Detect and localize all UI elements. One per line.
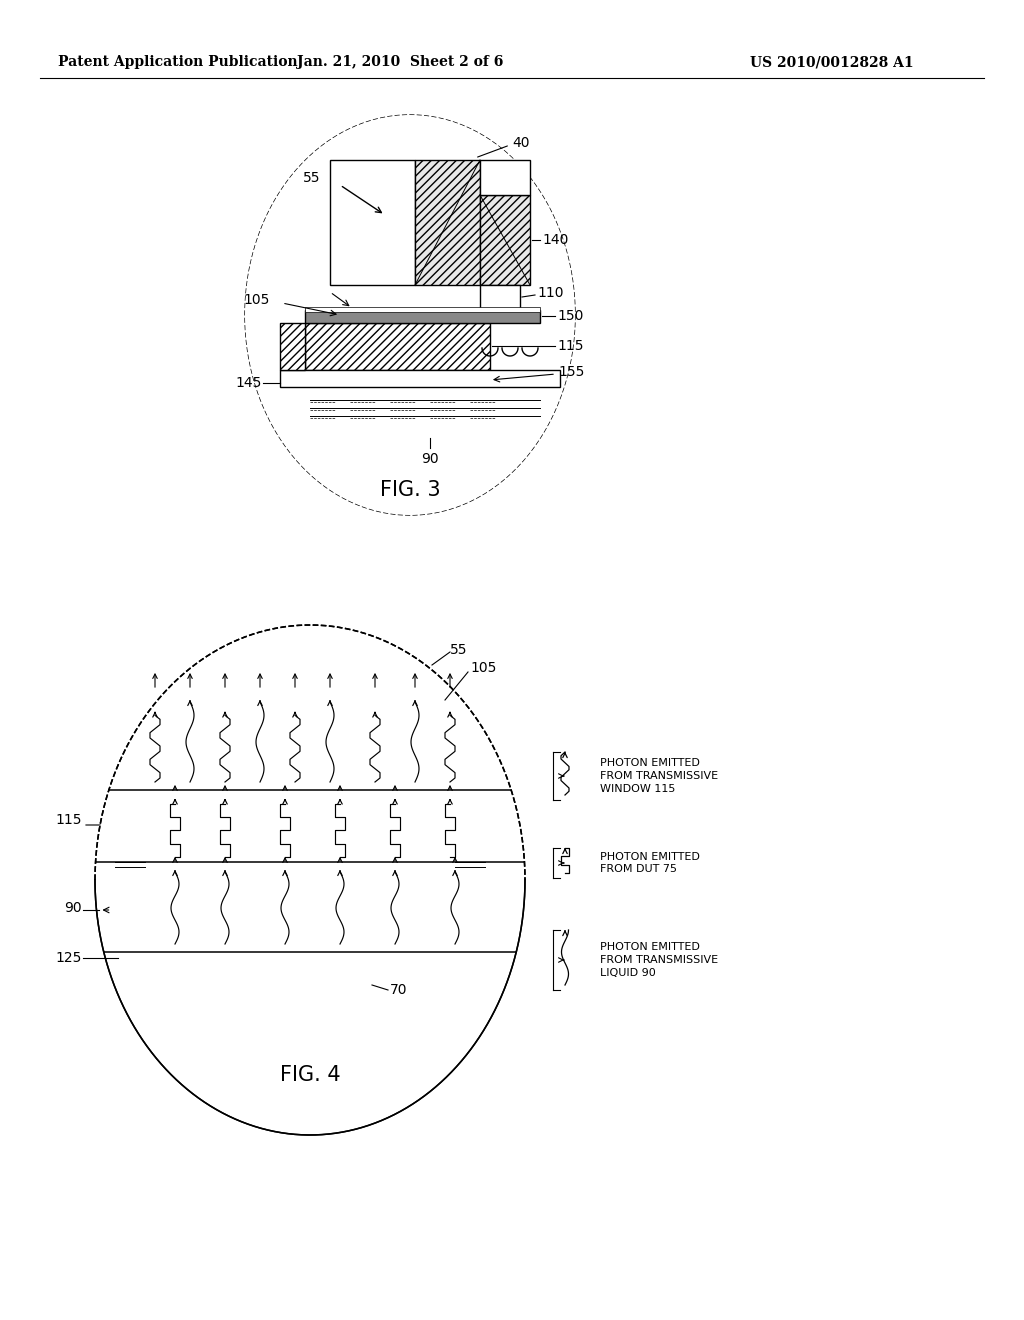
Text: 40: 40 bbox=[512, 136, 529, 150]
Text: 115: 115 bbox=[55, 813, 82, 828]
Text: 145: 145 bbox=[236, 376, 262, 389]
Text: 125: 125 bbox=[55, 950, 82, 965]
Polygon shape bbox=[103, 952, 516, 1135]
Ellipse shape bbox=[95, 624, 525, 1135]
Text: PHOTON EMITTED
FROM DUT 75: PHOTON EMITTED FROM DUT 75 bbox=[600, 851, 699, 874]
Text: 105: 105 bbox=[244, 293, 270, 308]
Text: 155: 155 bbox=[558, 366, 585, 379]
Polygon shape bbox=[305, 308, 540, 312]
Polygon shape bbox=[480, 195, 530, 285]
Text: 90: 90 bbox=[421, 451, 439, 466]
Text: FIG. 4: FIG. 4 bbox=[280, 1065, 340, 1085]
Polygon shape bbox=[415, 160, 480, 285]
Text: Patent Application Publication: Patent Application Publication bbox=[58, 55, 298, 69]
Text: 55: 55 bbox=[450, 643, 468, 657]
Text: 140: 140 bbox=[542, 234, 568, 247]
Polygon shape bbox=[480, 285, 520, 310]
Polygon shape bbox=[330, 160, 415, 285]
Text: 115: 115 bbox=[557, 339, 584, 352]
Text: PHOTON EMITTED
FROM TRANSMISSIVE
LIQUID 90: PHOTON EMITTED FROM TRANSMISSIVE LIQUID … bbox=[600, 942, 718, 978]
Text: 150: 150 bbox=[557, 309, 584, 323]
Ellipse shape bbox=[245, 115, 575, 515]
Text: 110: 110 bbox=[537, 286, 563, 300]
Polygon shape bbox=[280, 370, 560, 387]
Text: FIG. 3: FIG. 3 bbox=[380, 480, 440, 500]
Polygon shape bbox=[305, 323, 490, 370]
Text: Jan. 21, 2010  Sheet 2 of 6: Jan. 21, 2010 Sheet 2 of 6 bbox=[297, 55, 503, 69]
Text: 70: 70 bbox=[390, 983, 408, 997]
Polygon shape bbox=[280, 323, 305, 370]
Polygon shape bbox=[480, 160, 530, 195]
Polygon shape bbox=[95, 789, 524, 862]
Polygon shape bbox=[305, 310, 540, 323]
Text: PHOTON EMITTED
FROM TRANSMISSIVE
WINDOW 115: PHOTON EMITTED FROM TRANSMISSIVE WINDOW … bbox=[600, 758, 718, 793]
Text: US 2010/0012828 A1: US 2010/0012828 A1 bbox=[750, 55, 913, 69]
Text: 55: 55 bbox=[302, 172, 319, 185]
Text: 90: 90 bbox=[65, 902, 82, 915]
Text: 105: 105 bbox=[470, 661, 497, 675]
